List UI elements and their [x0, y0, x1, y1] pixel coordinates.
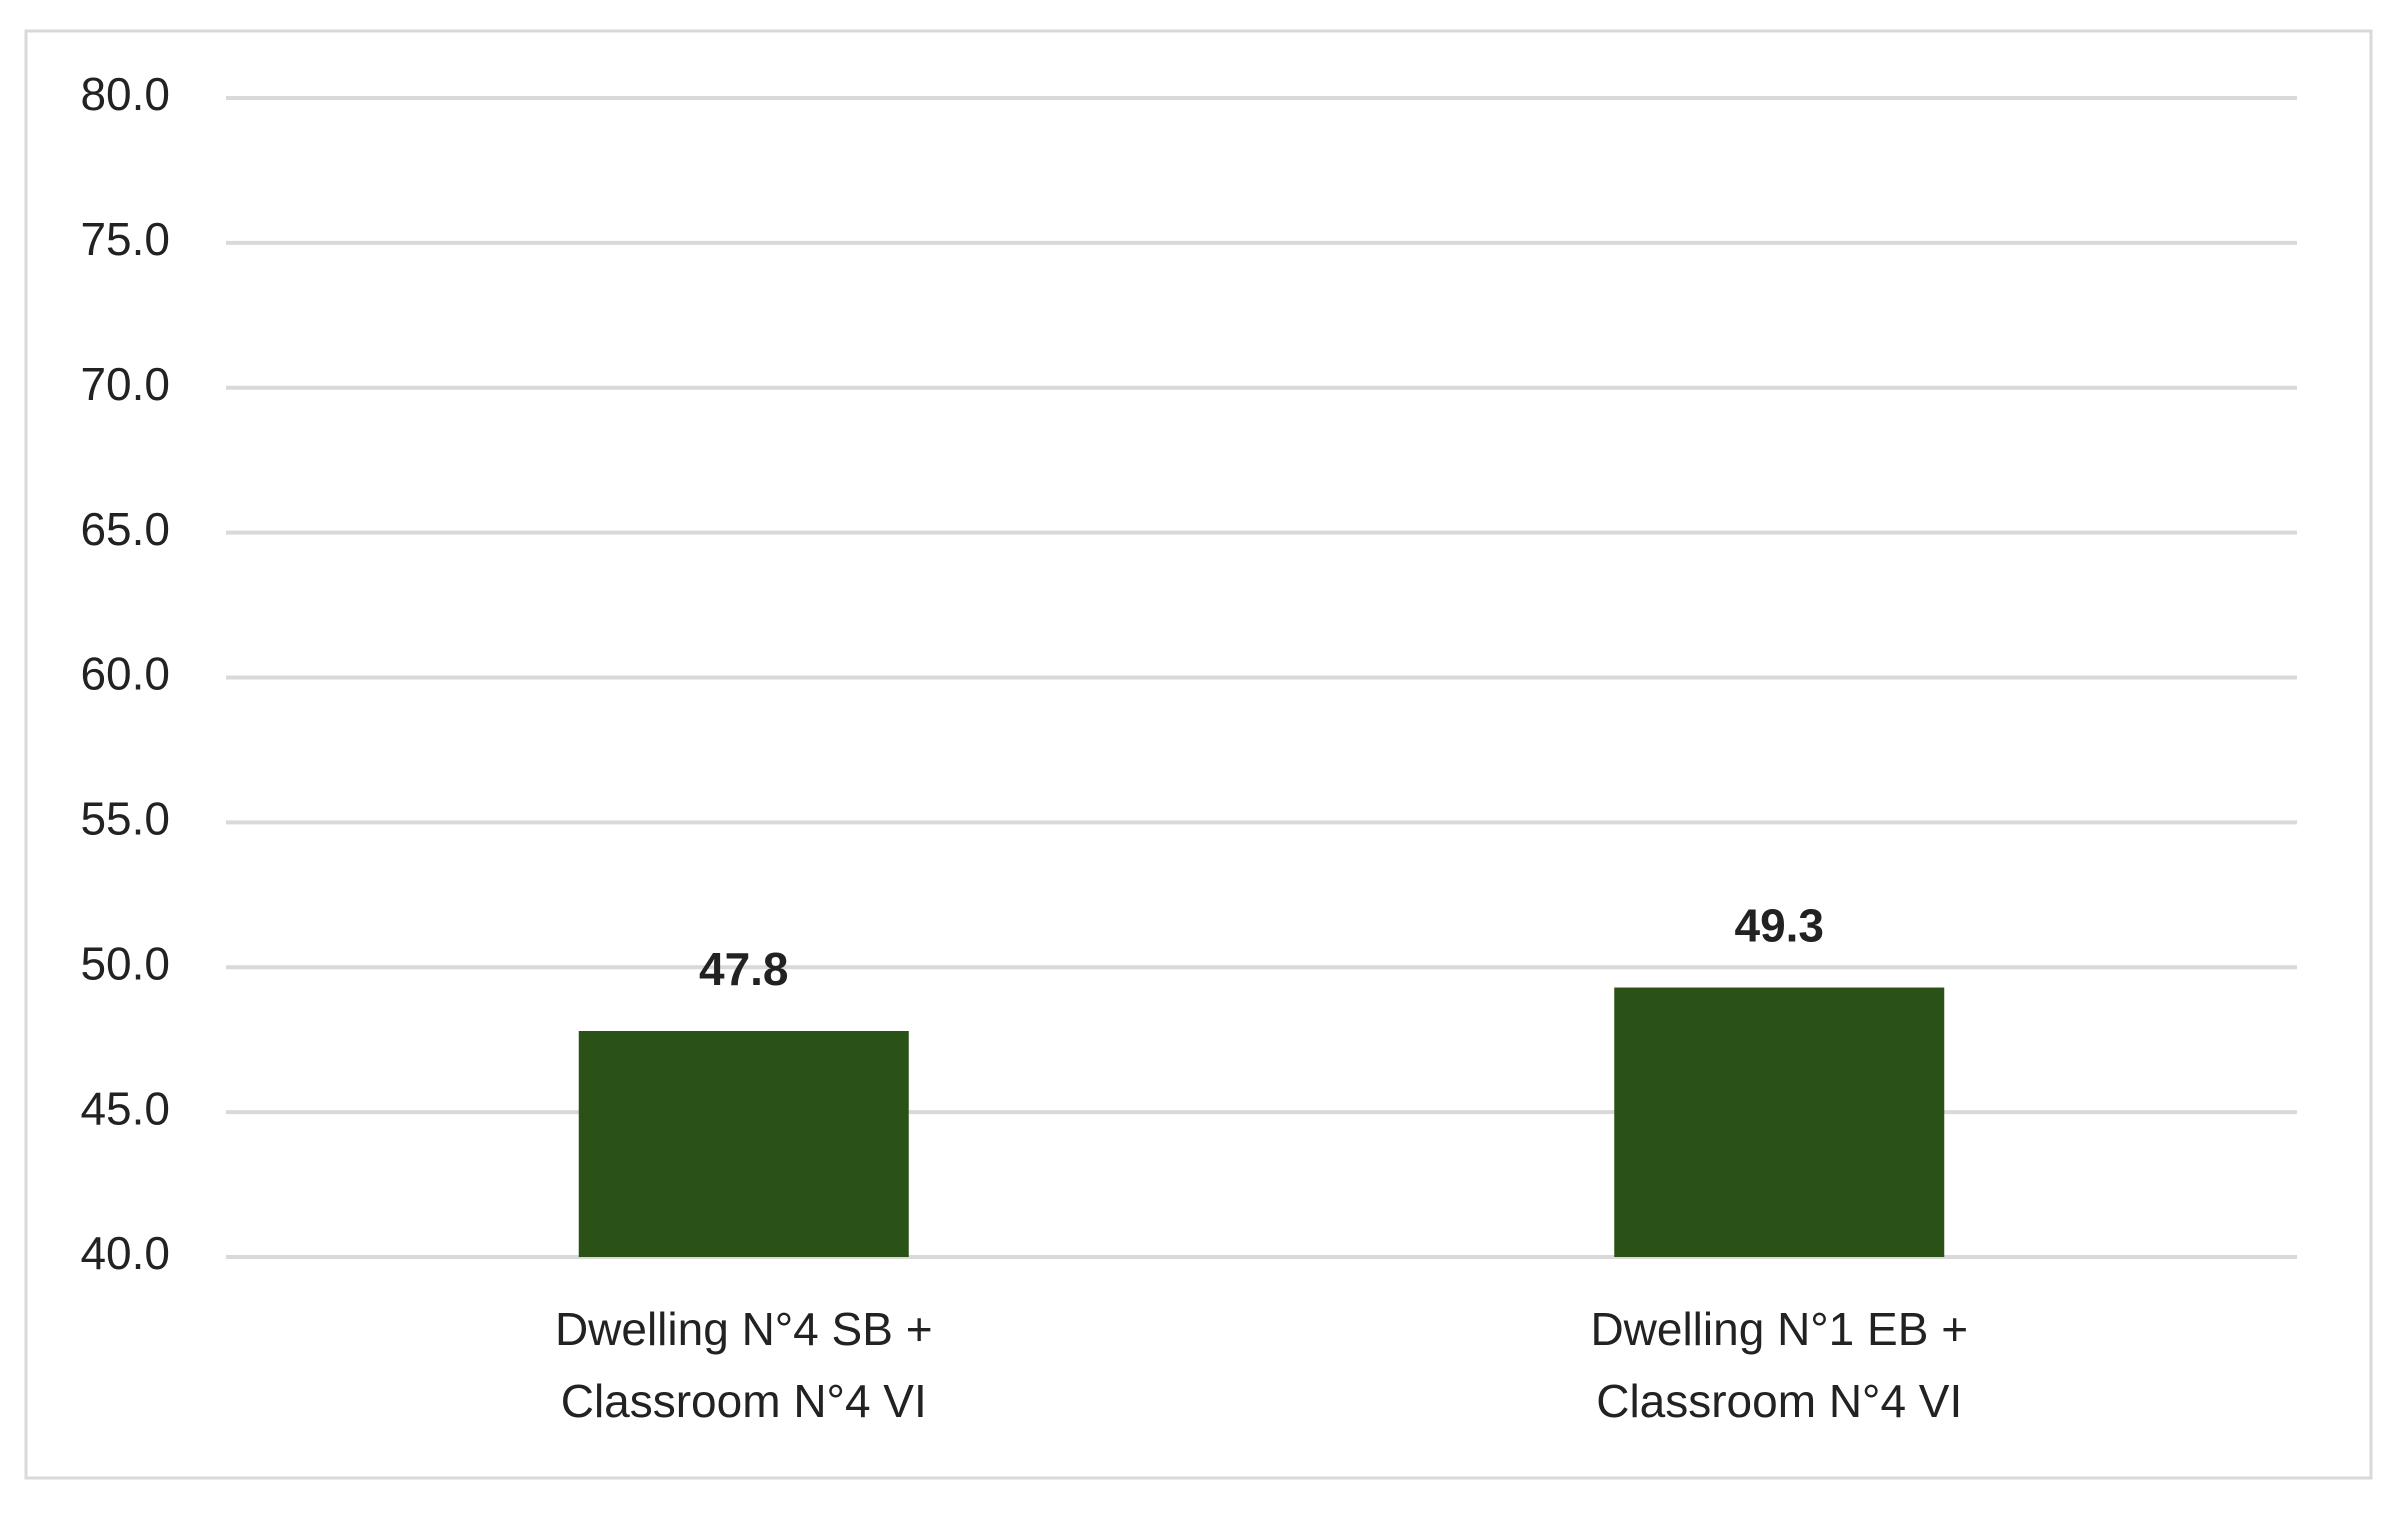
value-label: 49.3 [1734, 900, 1824, 952]
y-tick-label: 40.0 [80, 1227, 170, 1279]
y-tick-label: 80.0 [80, 68, 170, 120]
bar [578, 1030, 909, 1257]
y-tick-label: 45.0 [80, 1082, 170, 1134]
chart-border [24, 29, 2373, 1480]
y-tick-label: 75.0 [80, 213, 170, 265]
x-tick-label: Dwelling N°4 SB + Classroom N°4 VI [554, 1303, 933, 1427]
bar [1614, 987, 1945, 1257]
y-tick-label: 70.0 [80, 358, 170, 410]
y-tick-label: 50.0 [80, 937, 170, 989]
y-tick-label: 60.0 [80, 648, 170, 700]
y-tick-label: 65.0 [80, 503, 170, 555]
value-label: 47.8 [699, 943, 789, 995]
y-tick-label: 55.0 [80, 793, 170, 845]
x-tick-label: Dwelling N°1 EB + Classroom N°4 VI [1590, 1303, 1969, 1427]
